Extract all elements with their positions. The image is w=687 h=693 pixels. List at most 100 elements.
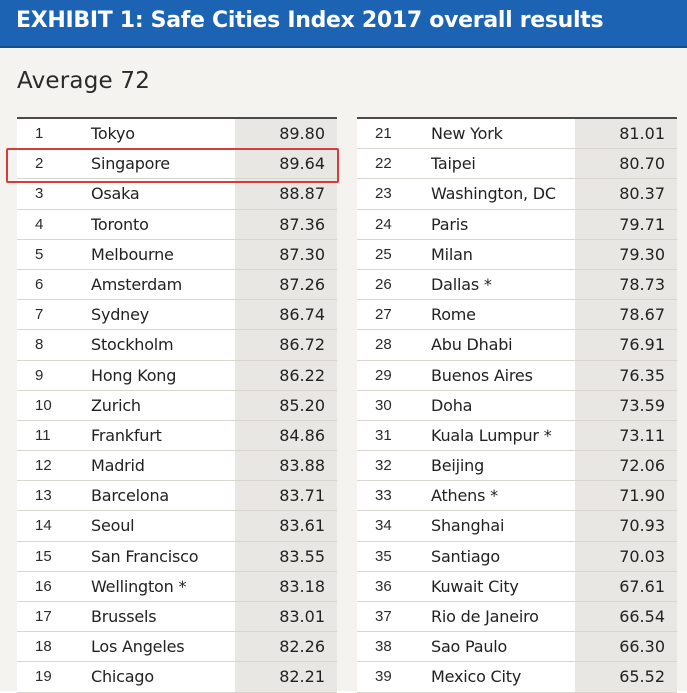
table-row: 22 Taipei 80.70 [357,149,677,180]
table-row: 37 Rio de Janeiro 66.54 [357,602,677,633]
city-name: Osaka [91,184,140,204]
rank-number: 33 [375,487,392,505]
table-row: 24 Paris 79.71 [357,209,677,240]
score-cell-background [235,571,337,601]
table-row: 4 Toronto 87.36 [17,209,337,240]
exhibit-title: EXHIBIT 1: Safe Cities Index 2017 overal… [16,8,604,33]
score-value: 73.11 [619,425,665,445]
score-value: 88.87 [279,184,325,204]
score-value: 86.72 [279,335,325,355]
score-cell-background [235,541,337,571]
rank-number: 30 [375,396,392,414]
city-name: Kuwait City [431,576,519,596]
score-cell-background [235,360,337,390]
score-value: 83.61 [279,516,325,536]
rank-number: 6 [35,275,44,293]
rank-number: 29 [375,366,392,384]
score-cell-background [235,149,337,179]
score-value: 80.37 [619,184,665,204]
score-value: 79.71 [619,214,665,234]
rank-number: 31 [375,426,392,444]
score-cell-background [575,632,677,662]
table-row: 7 Sydney 86.74 [17,300,337,331]
table-row: 32 Beijing 72.06 [357,451,677,482]
score-cell-background [575,119,677,149]
rank-number: 10 [35,396,52,414]
city-name: Wellington * [91,576,187,596]
table-row: 6 Amsterdam 87.26 [17,269,337,301]
score-cell-background [235,330,337,360]
table-row: 29 Buenos Aires 76.35 [357,360,677,391]
score-cell-background [575,179,677,209]
table-row: 34 Shanghai 70.93 [357,511,677,542]
score-cell-background [575,149,677,179]
score-cell-background [235,179,337,209]
score-value: 78.67 [619,305,665,325]
score-value: 66.54 [619,607,665,626]
table-row: 10 Zurich 85.20 [17,390,337,421]
score-value: 67.61 [619,576,665,596]
city-name: Abu Dhabi [431,335,513,355]
city-name: San Francisco [91,546,199,566]
score-cell-background [235,602,337,632]
score-cell-background [575,209,677,239]
table-row: 30 Doha 73.59 [357,390,677,421]
rank-number: 25 [375,245,392,263]
score-value: 83.71 [279,486,325,506]
city-name: Athens * [431,486,498,506]
score-cell-background [575,451,677,481]
city-name: Taipei [431,154,476,174]
score-value: 76.91 [619,335,665,355]
rank-number: 38 [375,638,392,656]
city-name: New York [431,124,503,143]
city-name: Milan [431,244,473,264]
score-value: 76.35 [619,365,665,385]
rank-number: 7 [35,306,44,324]
city-name: Kuala Lumpur * [431,425,552,445]
table-row: 26 Dallas * 78.73 [357,269,677,301]
table-row: 21 New York 81.01 [357,119,677,150]
score-value: 84.86 [279,425,325,445]
table-row: 25 Milan 79.30 [357,239,677,270]
table-row: 1 Tokyo 89.80 [17,119,337,150]
table-row: 39 Mexico City 65.52 [357,662,677,693]
score-value: 70.03 [619,546,665,566]
rank-number: 17 [35,608,52,625]
score-value: 86.74 [279,305,325,325]
rank-number: 36 [375,577,392,595]
score-cell-background [235,119,337,149]
rank-number: 2 [35,155,44,173]
table-row: 38 Sao Paulo 66.30 [357,632,677,663]
rank-number: 24 [375,215,392,233]
rank-number: 32 [375,457,392,475]
city-name: Los Angeles [91,637,185,657]
table-row: 2 Singapore 89.64 [17,149,337,180]
rank-number: 34 [375,517,392,535]
table-row: 35 Santiago 70.03 [357,541,677,572]
score-value: 83.55 [279,546,325,566]
city-name: Hong Kong [91,365,177,385]
score-value: 71.90 [619,486,665,506]
city-name: Singapore [91,154,170,174]
city-name: Washington, DC [431,184,556,204]
city-name: Doha [431,395,473,415]
city-name: Barcelona [91,486,170,506]
score-cell-background [575,330,677,360]
score-value: 89.64 [279,154,325,174]
score-cell-background [235,662,337,692]
score-cell-background [235,300,337,330]
city-name: Sao Paulo [431,637,508,657]
table-row: 12 Madrid 83.88 [17,451,337,482]
city-name: Frankfurt [91,425,162,445]
table-row: 28 Abu Dhabi 76.91 [357,330,677,361]
score-value: 87.30 [279,244,325,264]
score-cell-background [235,511,337,541]
rank-number: 39 [375,668,392,686]
score-value: 73.59 [619,395,665,415]
city-name: Zurich [91,395,141,415]
rank-number: 14 [35,517,52,535]
city-name: Seoul [91,516,135,536]
city-name: Sydney [91,305,150,325]
score-value: 80.70 [619,154,665,174]
rank-number: 12 [35,457,52,475]
